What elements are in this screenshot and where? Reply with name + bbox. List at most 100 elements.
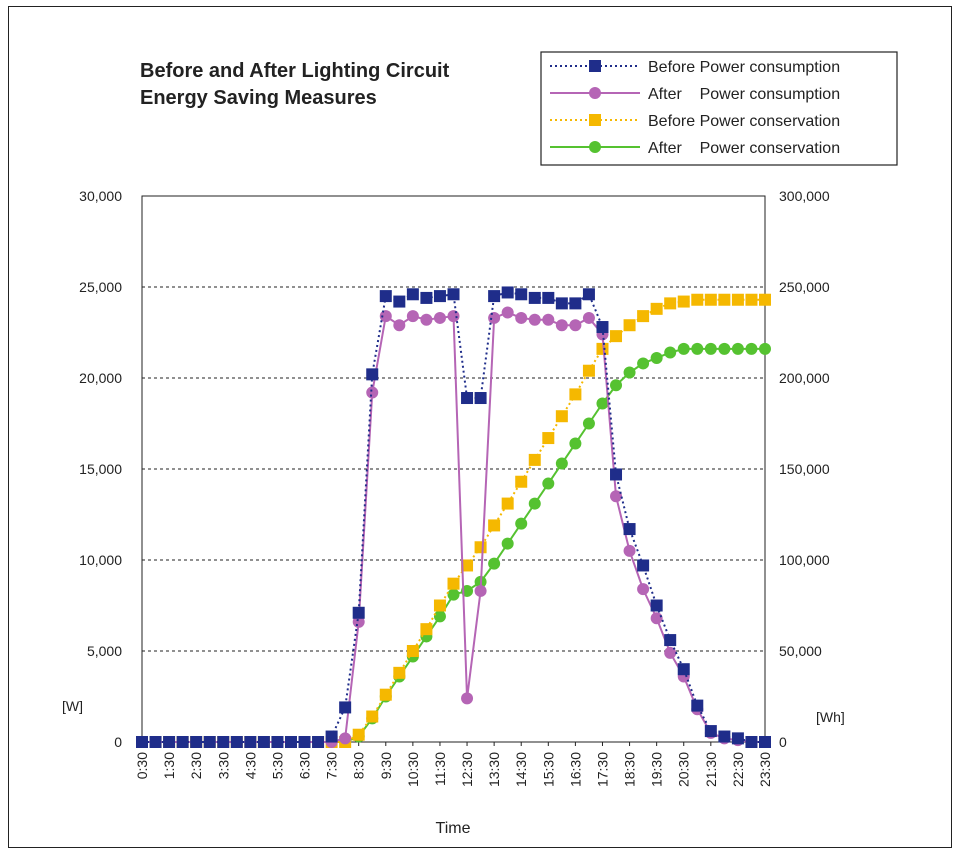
data-point xyxy=(461,692,474,705)
data-point xyxy=(718,293,731,306)
data-point xyxy=(163,736,176,748)
data-point xyxy=(528,497,541,510)
data-point xyxy=(379,688,392,701)
data-point xyxy=(352,615,365,628)
grid-lines xyxy=(142,286,765,652)
data-point xyxy=(610,490,623,503)
x-tick-label: 16:30 xyxy=(567,752,583,787)
right-tick-label: 250,000 xyxy=(779,279,830,295)
data-point xyxy=(515,288,528,301)
data-point xyxy=(637,583,650,596)
x-tick-label: 18:30 xyxy=(622,752,638,787)
data-point xyxy=(230,736,243,748)
data-point xyxy=(528,453,541,466)
data-point xyxy=(731,732,744,745)
x-axis-title: Time xyxy=(436,820,471,837)
data-point xyxy=(461,559,474,572)
data-point xyxy=(488,557,501,570)
data-point xyxy=(325,730,338,743)
data-point xyxy=(406,310,419,323)
data-point xyxy=(393,666,406,679)
data-point xyxy=(542,313,555,326)
right-tick-label: 300,000 xyxy=(779,188,830,204)
data-point xyxy=(677,663,690,676)
data-point xyxy=(393,295,406,308)
data-point xyxy=(704,293,717,306)
data-point xyxy=(515,517,528,530)
data-point xyxy=(637,357,650,370)
legend-marker xyxy=(589,60,601,72)
right-tick-label: 200,000 xyxy=(779,370,830,386)
right-axis-unit: [Wh] xyxy=(816,709,845,725)
legend-label: After Power conservation xyxy=(648,140,840,157)
legend-label: After Power consumption xyxy=(648,86,840,103)
left-tick-label: 15,000 xyxy=(79,461,122,477)
data-point xyxy=(731,293,744,306)
data-point xyxy=(704,725,717,738)
data-point xyxy=(745,293,758,306)
data-point xyxy=(650,351,663,364)
series-3 xyxy=(136,342,771,748)
data-point xyxy=(515,311,528,324)
data-point xyxy=(542,291,555,304)
data-point xyxy=(637,559,650,572)
data-point xyxy=(664,646,677,659)
data-point xyxy=(420,623,433,636)
data-point xyxy=(610,468,623,481)
data-point xyxy=(569,297,582,310)
data-point xyxy=(488,290,501,303)
series-layer xyxy=(136,286,771,748)
x-tick-label: 19:30 xyxy=(649,752,665,787)
x-tick-label: 14:30 xyxy=(513,752,529,787)
data-point xyxy=(759,736,771,748)
data-point xyxy=(190,736,203,748)
right-tick-label: 150,000 xyxy=(779,461,830,477)
x-tick-label: 13:30 xyxy=(486,752,502,787)
data-point xyxy=(406,288,419,301)
left-axis-ticks: 0 5,000 10,000 15,000 20,000 25,000 30,000 xyxy=(79,188,122,750)
data-point xyxy=(582,311,595,324)
data-point xyxy=(555,410,568,423)
data-point xyxy=(528,313,541,326)
x-tick-label: 11:30 xyxy=(432,752,448,786)
legend-marker xyxy=(589,87,601,99)
series-line xyxy=(142,347,765,743)
data-point xyxy=(569,319,582,332)
chart-title: Before and After Lighting Circuit Energy… xyxy=(140,60,450,109)
data-point xyxy=(691,342,704,355)
legend-entry: Before Power consumption xyxy=(550,59,840,76)
chart-title-line-2: Energy Saving Measures xyxy=(140,87,377,109)
data-point xyxy=(501,286,514,299)
legend-entry: After Power consumption xyxy=(550,86,840,103)
x-tick-label: 2:30 xyxy=(188,752,204,779)
data-point xyxy=(555,319,568,332)
data-point xyxy=(352,728,365,741)
data-point xyxy=(555,457,568,470)
data-point xyxy=(501,537,514,550)
data-point xyxy=(664,634,677,647)
data-point xyxy=(528,291,541,304)
data-point xyxy=(623,523,636,536)
series-0 xyxy=(136,286,771,748)
x-tick-label: 9:30 xyxy=(378,752,394,779)
right-tick-label: 50,000 xyxy=(779,643,822,659)
data-point xyxy=(284,736,297,748)
left-tick-label: 10,000 xyxy=(79,552,122,568)
data-point xyxy=(582,364,595,377)
x-tick-label: 21:30 xyxy=(703,752,719,787)
data-point xyxy=(650,599,663,612)
data-point xyxy=(610,379,623,392)
legend-marker xyxy=(589,141,601,153)
legend-label: Before Power conservation xyxy=(648,113,840,130)
data-point xyxy=(677,295,690,308)
data-point xyxy=(623,319,636,332)
data-point xyxy=(339,732,352,745)
left-tick-label: 0 xyxy=(114,734,122,750)
chart-title-line-1: Before and After Lighting Circuit xyxy=(140,60,450,82)
data-point xyxy=(149,736,162,748)
data-point xyxy=(339,701,352,714)
left-tick-label: 30,000 xyxy=(79,188,122,204)
data-point xyxy=(488,519,501,532)
x-tick-label: 23:30 xyxy=(757,752,773,787)
